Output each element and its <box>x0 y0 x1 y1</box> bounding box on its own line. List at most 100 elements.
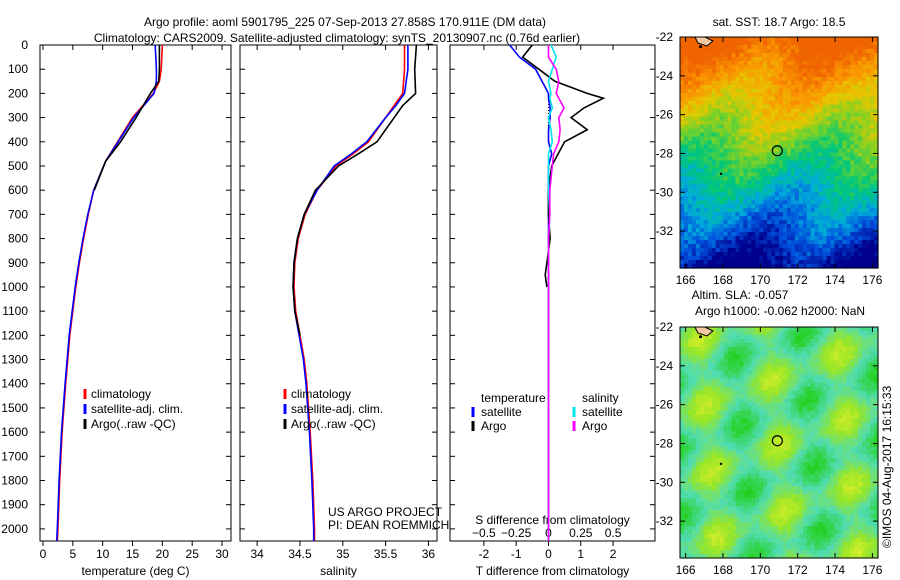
sst-cell <box>790 100 796 106</box>
sla-cell <box>743 354 748 360</box>
sla-cell <box>862 410 867 416</box>
sla-cell <box>782 358 788 364</box>
sla-cell <box>798 394 804 400</box>
sla-cell <box>822 327 828 332</box>
sla-cell <box>866 450 871 456</box>
sst-cell <box>810 224 816 229</box>
sla-cell <box>834 330 839 336</box>
sst-cell <box>842 60 847 66</box>
sst-cell <box>862 216 867 221</box>
sla-cell <box>691 438 697 444</box>
sst-cell <box>870 80 875 86</box>
sla-cell <box>703 402 709 408</box>
sla-cell <box>691 346 697 352</box>
sst-cell <box>771 48 776 54</box>
sla-cell <box>798 386 804 392</box>
sst-cell <box>695 192 701 197</box>
sla-cell <box>786 370 792 376</box>
sst-cell <box>866 204 871 209</box>
sst-cell <box>870 152 875 158</box>
sst-cell <box>767 37 772 42</box>
sst-cell <box>826 164 832 170</box>
sst-cell <box>763 64 768 70</box>
sst-cell <box>680 100 685 106</box>
sst-cell <box>699 104 705 110</box>
sla-cell <box>743 438 748 444</box>
sst-cell <box>874 168 879 174</box>
sla-cell <box>767 366 772 372</box>
sla-cell <box>755 418 760 424</box>
sla-cell <box>834 438 839 444</box>
sla-cell <box>691 450 697 456</box>
sla-cell <box>874 458 879 464</box>
sst-cell <box>842 80 847 86</box>
series-line-s-satellite <box>547 44 558 541</box>
sst-cell <box>826 128 832 134</box>
sst-cell <box>719 196 725 201</box>
sla-cell <box>751 442 756 448</box>
sst-cell <box>699 52 705 58</box>
sla-cell <box>731 374 737 380</box>
sst-cell <box>782 200 788 205</box>
sla-cell <box>680 410 685 416</box>
sst-cell <box>743 88 748 94</box>
sst-cell <box>798 252 804 257</box>
sst-cell <box>715 44 721 50</box>
sla-cell <box>810 430 816 436</box>
sst-cell <box>751 48 756 54</box>
sst-cell <box>850 184 855 189</box>
sla-cell <box>846 382 851 388</box>
sla-cell <box>866 390 871 396</box>
sst-cell <box>858 124 863 130</box>
sst-cell <box>727 40 733 46</box>
sla-cell <box>830 434 836 440</box>
sst-cell <box>858 240 863 245</box>
sla-cell <box>862 438 867 444</box>
sla-cell <box>680 386 685 392</box>
sst-cell <box>794 204 800 209</box>
sla-cell <box>767 438 772 444</box>
sst-cell <box>775 60 780 66</box>
sst-cell <box>814 176 820 181</box>
sst-cell <box>790 37 796 42</box>
sla-cell <box>818 458 824 464</box>
sla-cell <box>767 442 772 448</box>
sla-cell <box>715 390 721 396</box>
sla-cell <box>782 458 788 464</box>
sst-cell <box>680 192 685 197</box>
sst-cell <box>747 228 752 233</box>
sst-cell <box>850 212 855 217</box>
sst-cell <box>802 37 808 42</box>
sst-cell <box>683 160 689 166</box>
sst-cell <box>739 104 744 110</box>
sla-cell <box>707 350 713 356</box>
sla-cell <box>802 350 808 356</box>
sla-cell <box>743 406 748 412</box>
sla-cell <box>680 362 685 368</box>
sla-cell <box>699 358 705 364</box>
sla-cell <box>818 418 824 424</box>
sst-cell <box>747 136 752 142</box>
sla-cell <box>834 350 839 356</box>
sst-cell <box>814 64 820 70</box>
x-tick-label: 34.5 <box>288 547 312 561</box>
sla-cell <box>814 450 820 456</box>
sst-cell <box>727 132 733 138</box>
sst-cell <box>767 216 772 221</box>
sst-cell <box>755 40 760 46</box>
sst-cell <box>874 40 879 46</box>
sst-cell <box>731 216 737 221</box>
sst-cell <box>842 152 847 158</box>
sst-cell <box>695 100 701 106</box>
sla-cell <box>822 386 828 392</box>
sst-cell <box>683 136 689 142</box>
sla-cell <box>719 446 725 452</box>
sst-cell <box>846 176 851 181</box>
sla-cell <box>802 446 808 452</box>
sst-cell <box>802 164 808 170</box>
sst-cell <box>771 104 776 110</box>
sst-cell <box>763 212 768 217</box>
sst-cell <box>771 84 776 90</box>
sla-cell <box>866 358 871 364</box>
sst-cell <box>814 56 820 62</box>
